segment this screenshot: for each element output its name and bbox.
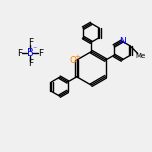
Text: B: B [27,48,34,58]
Text: O: O [70,55,77,65]
Text: F: F [38,49,44,58]
Text: Me: Me [136,53,146,59]
Text: +: + [75,54,81,60]
Text: F: F [28,38,33,47]
Text: F: F [28,59,33,68]
Text: ⁻: ⁻ [33,44,37,54]
Text: N: N [119,37,125,46]
Text: F: F [17,49,22,58]
